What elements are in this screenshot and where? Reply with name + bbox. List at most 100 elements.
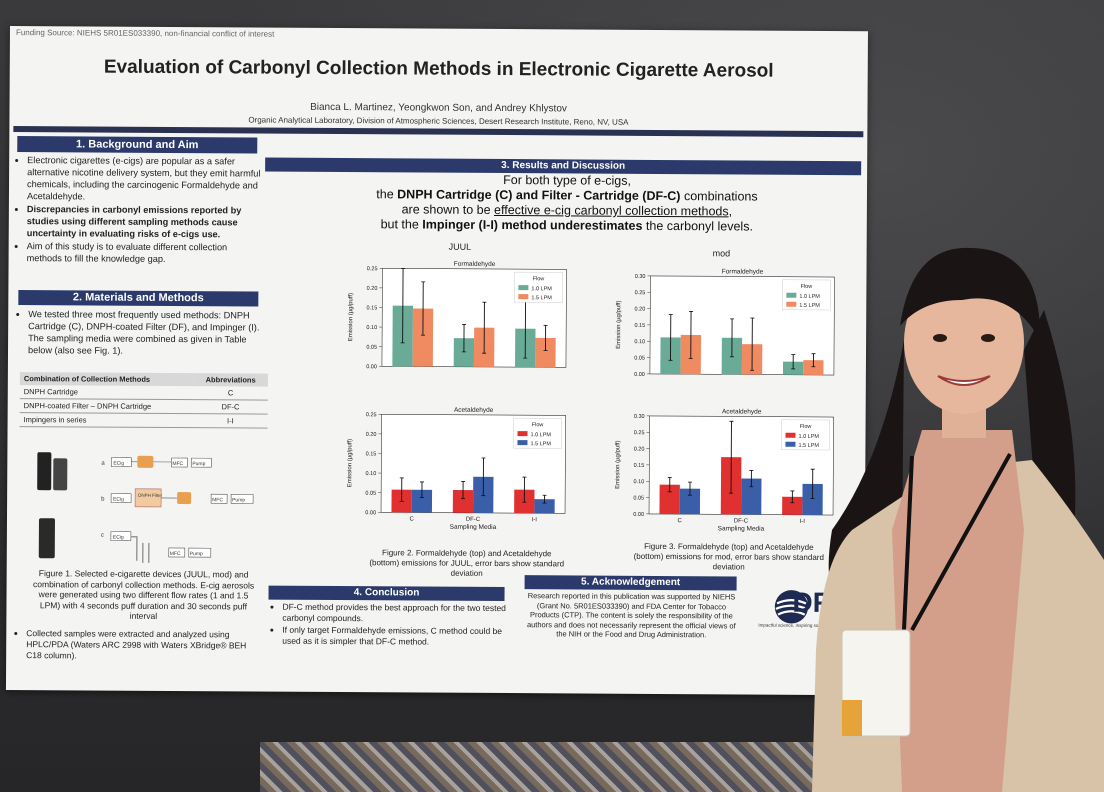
x-tick-label: I-I	[532, 517, 538, 523]
y-axis-label: Emission (µg/puff)	[616, 301, 622, 349]
chart-mod-acetaldehyde: Acetaldehyde 0.00 0.05 0.10 0.15 0.20 0.25 0.30…	[601, 402, 842, 540]
bar	[534, 499, 555, 514]
y-tick-label: 0.10	[634, 339, 645, 345]
section-conclusion-heading: 4. Conclusion	[268, 585, 505, 602]
y-tick-label: 0.15	[367, 305, 378, 311]
y-tick-label: 0.10	[633, 479, 644, 485]
diagram-label-c: c	[101, 533, 104, 539]
y-tick-label: 0.10	[366, 325, 377, 331]
y-axis-label: Emission (µg/puff)	[348, 293, 354, 341]
legend-label: 1.5 LPM	[530, 441, 551, 447]
background-bullet: Electronic cigarettes (e-cigs) are popul…	[27, 154, 261, 203]
presenter-person	[812, 247, 1104, 792]
y-tick-label: 0.25	[635, 290, 646, 296]
conclusion-bullet: DF-C method provides the best approach f…	[282, 602, 510, 625]
x-axis-label: Sampling Media	[450, 524, 497, 531]
legend-title: Flow	[532, 422, 544, 428]
section-methods-heading: 2. Materials and Methods	[18, 290, 259, 307]
dnph-filter-label: DNPH Filter	[138, 493, 163, 498]
legend-label: 1.0 LPM	[798, 434, 819, 440]
header-divider	[13, 126, 864, 138]
legend-title: Flow	[533, 276, 545, 282]
badge-ribbon	[842, 700, 862, 736]
y-tick-label: 0.00	[365, 510, 376, 516]
blouse	[892, 430, 1024, 792]
impinger-icon	[130, 535, 150, 563]
bar	[782, 496, 803, 515]
legend-label: 1.0 LPM	[799, 294, 820, 300]
diagram-label-a: a	[101, 461, 105, 467]
conclusion-text: DF-C method provides the best approach f…	[270, 602, 510, 649]
x-tick-label: C	[677, 518, 682, 524]
table-row: Impingers in series I-I	[19, 412, 268, 429]
chart-juul-formaldehyde: Formaldehyde 0.00 0.05 0.10 0.15 0.20 0.25 Emis…	[334, 254, 575, 392]
bar	[411, 489, 433, 513]
legend-swatch	[517, 431, 528, 437]
pump-label: Pump	[190, 551, 203, 557]
table-cell: DNPH Cartridge	[19, 385, 194, 400]
pump-label: Pump	[192, 461, 205, 467]
bar-chart: Acetaldehyde 0.00 0.05 0.10 0.15 0.20 0.25 Emis…	[347, 407, 566, 531]
methods-text: We tested three most frequently used met…	[16, 308, 262, 359]
chart-juul-acetaldehyde: Acetaldehyde 0.00 0.05 0.10 0.15 0.20 0.25 Emis…	[333, 400, 574, 538]
y-tick-label: 0.20	[634, 446, 645, 452]
legend-swatch	[785, 432, 796, 438]
y-tick-label: 0.15	[366, 451, 377, 457]
background-bullet: Discrepancies in carbonyl emissions repo…	[27, 203, 261, 240]
legend-title: Flow	[800, 424, 812, 430]
chart-title: Formaldehyde	[454, 261, 496, 268]
legend-swatch	[786, 292, 797, 298]
bar	[453, 338, 475, 367]
ecig-label: ECig	[113, 497, 124, 503]
bar-chart: Formaldehyde 0.00 0.05 0.10 0.15 0.20 0.25 0.30…	[616, 268, 835, 378]
chart-mod-formaldehyde: Formaldehyde 0.00 0.05 0.10 0.15 0.20 0.25 0.30…	[602, 262, 843, 400]
y-tick-label: 0.00	[366, 364, 377, 370]
results-line: but the Impinger (I-I) method underestim…	[380, 217, 754, 234]
legend-swatch	[786, 301, 797, 307]
legend-swatch	[518, 294, 529, 300]
face	[904, 270, 1024, 414]
legend-label: 1.0 LPM	[530, 432, 551, 438]
bar-chart: Acetaldehyde 0.00 0.05 0.10 0.15 0.20 0.25 0.30…	[615, 408, 834, 533]
figure3-caption: Figure 3. Formaldehyde (top) and Acetald…	[633, 541, 824, 572]
diagram-label-b: b	[101, 497, 105, 503]
acknowledgement-text: Research reported in this publication wa…	[526, 591, 736, 640]
y-axis-label: Emission (µg/puff)	[347, 439, 353, 487]
methods-bullet: We tested three most frequently used met…	[28, 308, 262, 357]
y-tick-label: 0.15	[634, 323, 645, 329]
table-cell: DNPH-coated Filter – DNPH Cartridge	[19, 398, 194, 414]
bar	[802, 483, 823, 515]
y-tick-label: 0.15	[634, 463, 645, 469]
section-acknowledgement-heading: 5. Acknowledgement	[524, 575, 737, 591]
x-tick-label: DF-C	[466, 517, 481, 523]
y-tick-label: 0.05	[365, 491, 376, 497]
table-cell: C	[193, 386, 268, 401]
chart-title: Acetaldehyde	[722, 408, 762, 415]
table-cell: I-I	[193, 413, 268, 429]
left-eye	[933, 334, 947, 342]
smile	[937, 375, 991, 386]
mfc-label: MFC	[212, 497, 223, 503]
x-axis-label: Sampling Media	[718, 525, 765, 532]
bar	[741, 478, 762, 515]
legend-label: 1.0 LPM	[531, 286, 552, 292]
figure1-caption: Figure 1. Selected e-cigarette devices (…	[33, 568, 255, 621]
pump-label: Pump	[232, 497, 245, 503]
y-tick-label: 0.25	[634, 430, 645, 436]
x-tick-label: DF-C	[734, 518, 749, 524]
juul-device-icon	[37, 452, 52, 491]
table-cell: DF-C	[193, 399, 268, 415]
carpet	[260, 742, 840, 792]
legend-label: 1.5 LPM	[798, 443, 819, 449]
lanyard	[902, 453, 1012, 631]
bar-chart: Formaldehyde 0.00 0.05 0.10 0.15 0.20 0.25 Emis…	[348, 261, 567, 370]
background-bullet: Aim of this study is to evaluate differe…	[27, 240, 261, 265]
y-tick-label: 0.00	[633, 512, 644, 518]
chart-title: Acetaldehyde	[454, 407, 494, 414]
y-tick-label: 0.05	[366, 345, 377, 351]
bar	[535, 337, 556, 368]
y-tick-label: 0.05	[633, 495, 644, 501]
table-cell: Impingers in series	[19, 412, 194, 428]
methods-collected: Collected samples were extracted and ana…	[14, 628, 260, 664]
y-tick-label: 0.05	[634, 355, 645, 361]
